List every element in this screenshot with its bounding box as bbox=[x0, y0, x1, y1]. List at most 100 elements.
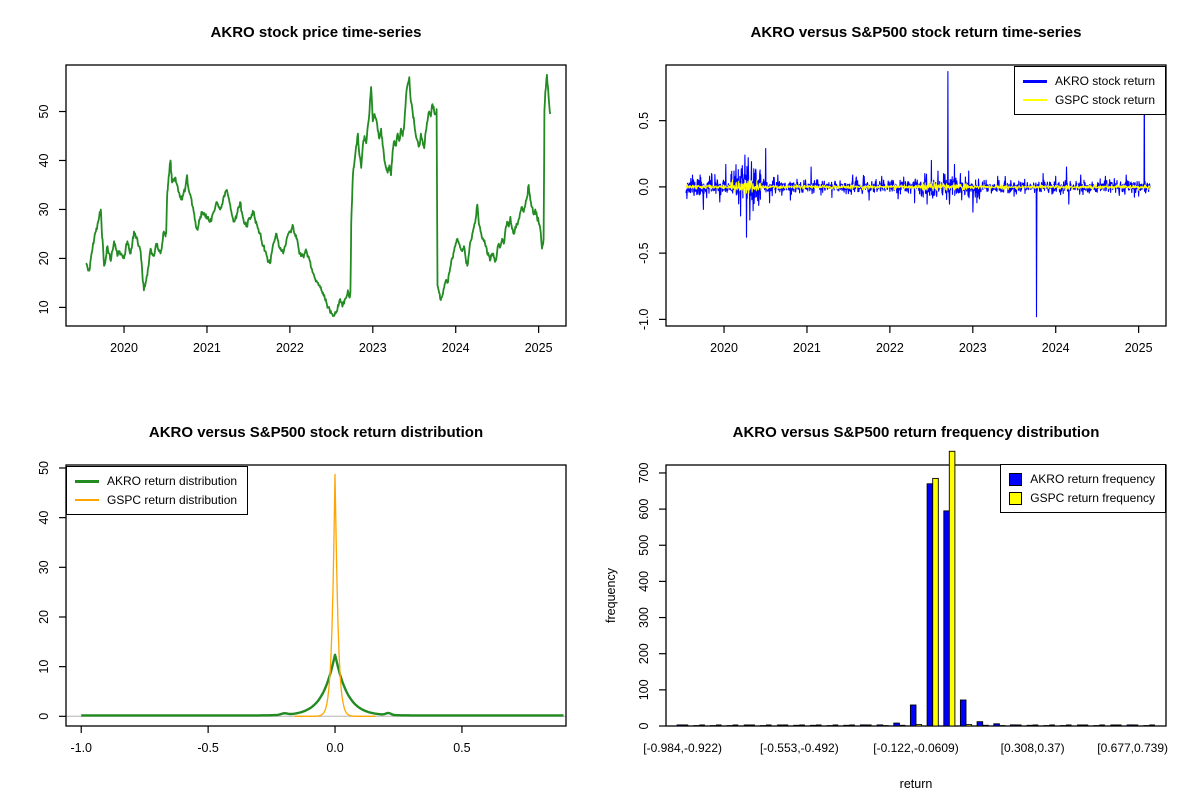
x-axis-tick-label: 2021 bbox=[193, 341, 221, 355]
x-axis-tick-label: 2024 bbox=[1042, 341, 1070, 355]
y-axis-tick-label: 10 bbox=[37, 300, 51, 314]
x-axis-tick-label: 2024 bbox=[442, 341, 470, 355]
x-axis-tick-label: -0.5 bbox=[197, 741, 219, 755]
panel-return-distribution: AKRO versus S&P500 stock return distribu… bbox=[0, 400, 600, 800]
x-axis-tick-label: 2023 bbox=[959, 341, 987, 355]
series-gspc-return-line bbox=[685, 179, 1151, 196]
bar-akro-freq bbox=[793, 724, 800, 727]
legend-label: GSPC return distribution bbox=[107, 492, 238, 507]
y-axis-tick-label: 20 bbox=[37, 610, 51, 624]
y-axis-tick-label: 40 bbox=[37, 153, 51, 167]
axis-frame bbox=[65, 464, 567, 727]
chart-title: AKRO versus S&P500 stock return time-ser… bbox=[750, 24, 1082, 41]
bar-akro-freq bbox=[843, 724, 850, 727]
y-axis-tick-label: 0 bbox=[37, 713, 51, 720]
panel-return-frequency: AKRO versus S&P500 return frequency dist… bbox=[600, 400, 1200, 800]
bar-gspc-freq bbox=[915, 724, 923, 727]
y-axis-tick-label: 400 bbox=[637, 571, 651, 592]
legend-item: GSPC return distribution bbox=[75, 492, 237, 508]
legend: AKRO stock return GSPC stock return bbox=[1013, 66, 1166, 115]
legend-line-swatch-gspc bbox=[1022, 99, 1047, 101]
legend-item: GSPC return frequency bbox=[1009, 490, 1155, 506]
panel-return-timeseries: AKRO versus S&P500 stock return time-ser… bbox=[600, 0, 1200, 400]
legend-label: GSPC stock return bbox=[1054, 92, 1155, 107]
y-axis-label: frequency bbox=[604, 567, 618, 623]
legend: AKRO return distribution GSPC return dis… bbox=[66, 466, 249, 515]
bar-akro-freq bbox=[943, 510, 950, 727]
axis-frame bbox=[665, 64, 1167, 327]
x-axis-tick-label: 2020 bbox=[110, 341, 138, 355]
legend-label: AKRO return distribution bbox=[107, 473, 238, 488]
x-axis-tick-label: 2020 bbox=[710, 341, 738, 355]
legend-label: AKRO stock return bbox=[1054, 73, 1155, 88]
y-axis-tick-label: 500 bbox=[637, 535, 651, 556]
y-axis-tick-label: 40 bbox=[37, 511, 51, 525]
y-axis-tick-label: 30 bbox=[37, 560, 51, 574]
series-gspc-density-line bbox=[294, 473, 376, 717]
series-akro-price-line bbox=[85, 73, 552, 318]
y-axis-tick-label: 20 bbox=[37, 251, 51, 265]
y-axis-tick-label: 0.5 bbox=[637, 112, 651, 129]
chart-title: AKRO stock price time-series bbox=[210, 24, 422, 41]
legend-item: AKRO return frequency bbox=[1009, 471, 1155, 487]
bar-akro-freq bbox=[959, 699, 967, 727]
y-axis-tick-label: -0.5 bbox=[637, 242, 651, 264]
x-axis-bin-label: [0.308,0.37) bbox=[1001, 741, 1065, 755]
bar-akro-freq bbox=[676, 724, 684, 727]
bar-akro-freq bbox=[909, 704, 917, 727]
y-axis-tick-label: 100 bbox=[637, 679, 651, 700]
panel-price-timeseries: AKRO stock price time-series 2020 2021 202… bbox=[0, 0, 600, 400]
x-axis-tick-label: 0.0 bbox=[326, 741, 343, 755]
legend-label: GSPC return frequency bbox=[1030, 490, 1155, 505]
x-axis-tick-label: 2025 bbox=[525, 341, 553, 355]
price-timeseries-chart: 2020 2021 2022 2023 2024 2025 10 20 30 40 50 bbox=[37, 64, 567, 355]
legend-item: GSPC stock return bbox=[1022, 92, 1155, 108]
y-axis-tick-label: 50 bbox=[37, 105, 51, 119]
legend-square-swatch-gspc bbox=[1009, 491, 1023, 505]
return-distribution-chart: -1.0 -0.5 0.0 0.5 0 10 20 30 40 50 bbox=[37, 461, 567, 755]
legend-square-swatch-akro bbox=[1009, 472, 1023, 486]
x-axis-bin-label: [-0.553,-0.492) bbox=[760, 741, 839, 755]
y-axis-tick-label: 10 bbox=[37, 660, 51, 674]
y-axis-tick-label: 0.0 bbox=[637, 178, 651, 195]
bar-akro-freq bbox=[859, 724, 867, 727]
bar-akro-freq bbox=[876, 724, 884, 727]
bar-akro-freq bbox=[976, 721, 984, 727]
legend-item: AKRO stock return bbox=[1022, 73, 1155, 89]
y-axis-tick-label: 600 bbox=[637, 499, 651, 520]
bar-akro-freq bbox=[993, 723, 1000, 727]
bar-akro-freq bbox=[1026, 724, 1034, 727]
bar-akro-freq bbox=[809, 724, 817, 727]
return-frequency-chart: 0 100 200 300 400 500 600 700 [-0.984,-0.922) [-0… bbox=[604, 450, 1168, 791]
x-axis-tick-label: -1.0 bbox=[70, 741, 92, 755]
bar-gspc-freq bbox=[982, 724, 989, 727]
bar-akro-freq bbox=[1126, 724, 1134, 727]
legend: AKRO return frequency GSPC return freque… bbox=[1000, 464, 1166, 513]
series-akro-density-line bbox=[80, 653, 564, 717]
chart-title: AKRO versus S&P500 return frequency dist… bbox=[732, 424, 1100, 441]
y-axis-tick-label: 200 bbox=[637, 643, 651, 664]
y-axis-tick-label: 700 bbox=[637, 462, 651, 483]
y-axis-tick-label: 300 bbox=[637, 607, 651, 628]
x-axis-label: return bbox=[900, 777, 933, 791]
bar-gspc-freq bbox=[898, 724, 906, 727]
bar-akro-freq bbox=[926, 483, 934, 727]
y-axis-tick-label: 0 bbox=[637, 722, 651, 729]
bar-gspc-freq bbox=[965, 724, 973, 727]
x-axis-tick-label: 2021 bbox=[793, 341, 821, 355]
x-axis-tick-label: 2022 bbox=[276, 341, 304, 355]
chart-title: AKRO versus S&P500 stock return distribu… bbox=[148, 424, 484, 441]
legend-line-swatch-akro bbox=[1022, 79, 1047, 83]
x-axis-bin-label: [0.677,0.739) bbox=[1097, 741, 1168, 755]
legend-line-swatch-akro bbox=[75, 479, 99, 483]
x-axis-bin-label: [-0.122,-0.0609) bbox=[873, 741, 958, 755]
y-axis-tick-label: -1.0 bbox=[637, 309, 651, 331]
legend-label: AKRO return frequency bbox=[1030, 471, 1155, 486]
x-axis-tick-label: 0.5 bbox=[453, 741, 470, 755]
x-axis-tick-label: 2023 bbox=[359, 341, 387, 355]
x-axis-tick-label: 2025 bbox=[1125, 341, 1153, 355]
bar-akro-freq bbox=[1009, 724, 1017, 727]
bar-akro-freq bbox=[893, 722, 900, 727]
axis-frame bbox=[65, 64, 567, 327]
